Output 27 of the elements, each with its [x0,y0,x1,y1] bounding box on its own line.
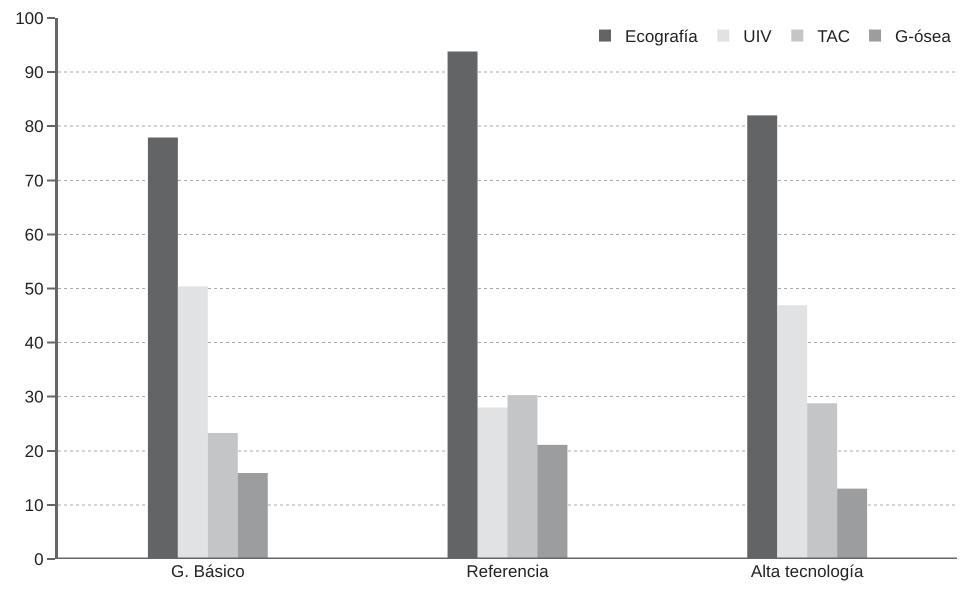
y-tick-label: 20 [24,442,44,461]
y-tick-label: 90 [24,63,44,82]
y-tick-label: 30 [24,388,44,407]
legend-label: G-ósea [895,27,952,46]
y-tick-label: 0 [34,550,44,569]
bar [478,408,508,559]
y-tick-label: 50 [24,279,44,298]
bar [508,395,538,559]
x-tick-label: Referencia [466,562,550,581]
y-tick-label: 60 [24,225,44,244]
x-tick-label: G. Básico [170,562,245,581]
legend-label: TAC [817,27,850,46]
bar [238,472,268,559]
bar [807,403,838,559]
y-tick-label: 70 [24,171,44,190]
bar [837,488,868,559]
legend-label: Ecografía [625,27,698,46]
y-tick-label: 80 [24,117,44,136]
bar [208,432,238,559]
x-tick-label: Alta tecnología [750,562,864,581]
bar [777,305,808,559]
y-tick-label: 100 [15,8,44,28]
legend-label: UIV [743,27,772,46]
y-tick-label: 10 [24,496,44,515]
bar [537,444,568,559]
bar [178,286,208,559]
y-tick-label: 40 [24,334,44,353]
